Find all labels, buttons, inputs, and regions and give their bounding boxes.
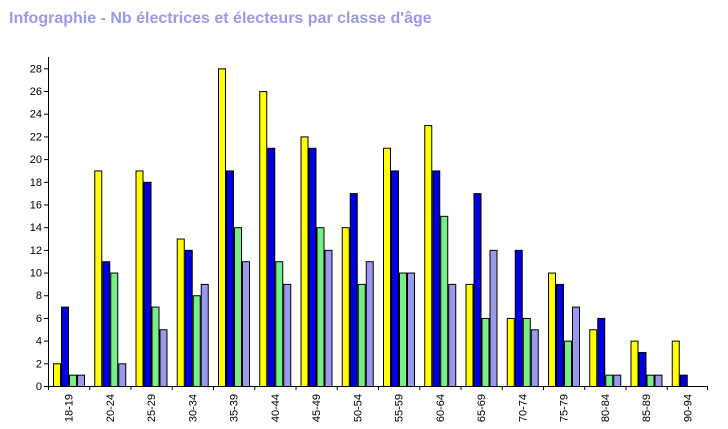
y-tick-label-18: 18	[30, 177, 42, 189]
y-tick-label-28: 28	[30, 63, 42, 75]
bar-s0-18-19	[53, 363, 61, 387]
bar-s2-25-29	[151, 306, 160, 388]
bar-s0-30-34	[176, 238, 185, 387]
bar-s2-60-64	[440, 215, 449, 387]
bars-layer	[53, 68, 688, 388]
bar-s0-65-69	[465, 283, 474, 387]
bar-s2-20-24	[110, 272, 119, 387]
y-tick-label-2: 2	[36, 358, 42, 370]
y-tick-label-12: 12	[30, 245, 42, 257]
x-tick-label-55-59: 55-59	[394, 394, 406, 422]
y-tick-label-0: 0	[36, 381, 42, 393]
y-tick-label-24: 24	[30, 109, 42, 121]
bar-s1-45-49	[308, 147, 317, 387]
bar-s3-80-84	[613, 374, 622, 388]
bar-s1-50-54	[349, 193, 358, 387]
bar-s0-55-59	[383, 147, 391, 387]
x-tick-label-50-54: 50-54	[352, 394, 364, 422]
x-tick-label-85-89: 85-89	[641, 394, 653, 422]
bar-s3-20-24	[118, 363, 127, 387]
bar-s1-55-59	[391, 170, 399, 387]
bar-s3-35-39	[242, 261, 250, 388]
bar-s1-18-19	[61, 306, 69, 388]
bar-s2-85-89	[646, 374, 655, 388]
bar-s3-70-74	[530, 329, 539, 387]
bar-s1-90-94	[679, 374, 688, 388]
x-tick-label-25-29: 25-29	[146, 394, 158, 422]
bar-s2-70-74	[522, 317, 531, 387]
x-tick-label-18-19: 18-19	[64, 394, 76, 422]
bar-s2-65-69	[481, 317, 490, 387]
y-tick-label-16: 16	[30, 199, 42, 211]
y-tick-label-8: 8	[36, 290, 42, 302]
bar-s0-45-49	[300, 136, 309, 387]
bar-s1-20-24	[102, 261, 111, 388]
bar-s0-35-39	[218, 68, 226, 388]
bar-s0-40-44	[259, 91, 268, 387]
y-tick-label-26: 26	[30, 86, 42, 98]
bar-s2-18-19	[69, 374, 77, 388]
y-tick-label-20: 20	[30, 154, 42, 166]
bar-s1-25-29	[143, 181, 152, 387]
bar-s2-80-84	[605, 374, 614, 388]
x-tick-label-60-64: 60-64	[435, 394, 447, 422]
bar-s1-85-89	[638, 351, 647, 387]
bar-s1-30-34	[184, 249, 193, 387]
y-tick-label-14: 14	[30, 222, 42, 234]
bar-s1-35-39	[226, 170, 234, 387]
bar-s0-20-24	[94, 170, 103, 387]
bar-s3-60-64	[448, 283, 457, 387]
bar-s0-50-54	[341, 227, 350, 387]
bar-s3-85-89	[654, 374, 663, 388]
bar-s2-35-39	[234, 227, 242, 387]
bar-s1-70-74	[514, 249, 523, 387]
y-tick-label-10: 10	[30, 268, 42, 280]
x-tick-label-90-94: 90-94	[682, 394, 694, 422]
bar-s2-50-54	[357, 283, 366, 387]
x-tick-label-70-74: 70-74	[517, 394, 529, 422]
x-tick-label-80-84: 80-84	[600, 394, 612, 422]
bar-s2-45-49	[316, 227, 325, 387]
bar-s1-65-69	[473, 193, 482, 387]
x-tick-label-35-39: 35-39	[229, 394, 241, 422]
bar-s3-50-54	[365, 261, 374, 388]
bar-s3-30-34	[200, 283, 209, 387]
bar-s2-75-79	[564, 340, 572, 388]
bar-s0-85-89	[630, 340, 639, 388]
x-tick-label-75-79: 75-79	[559, 394, 571, 422]
bar-s3-45-49	[324, 249, 333, 387]
bar-s1-80-84	[597, 317, 606, 387]
x-tick-label-45-49: 45-49	[311, 394, 323, 422]
bar-s2-40-44	[275, 261, 284, 388]
bar-s0-75-79	[548, 272, 556, 387]
bar-s0-60-64	[424, 125, 433, 387]
x-tick-label-30-34: 30-34	[187, 394, 199, 422]
bar-s3-40-44	[283, 283, 292, 387]
bar-s3-65-69	[489, 249, 498, 387]
bar-s3-75-79	[572, 306, 580, 388]
x-tick-label-65-69: 65-69	[476, 394, 488, 422]
bar-s1-75-79	[556, 283, 564, 387]
bar-s0-80-84	[589, 329, 598, 387]
chart-title: Infographie - Nb électrices et électeurs…	[9, 10, 432, 27]
y-tick-label-22: 22	[30, 131, 42, 143]
bar-s3-18-19	[77, 374, 85, 388]
x-tick-label-40-44: 40-44	[270, 394, 282, 422]
bar-s0-25-29	[135, 170, 144, 387]
bar-s3-25-29	[159, 329, 168, 387]
y-tick-label-6: 6	[36, 313, 42, 325]
bar-s3-55-59	[407, 272, 415, 387]
bar-s1-40-44	[267, 147, 276, 387]
bar-s0-90-94	[671, 340, 680, 388]
bar-s2-55-59	[399, 272, 407, 387]
bar-s2-30-34	[192, 295, 201, 388]
y-tick-label-4: 4	[36, 336, 42, 348]
bar-s0-70-74	[506, 317, 515, 387]
bar-s1-60-64	[432, 170, 441, 387]
x-tick-label-20-24: 20-24	[105, 394, 117, 422]
